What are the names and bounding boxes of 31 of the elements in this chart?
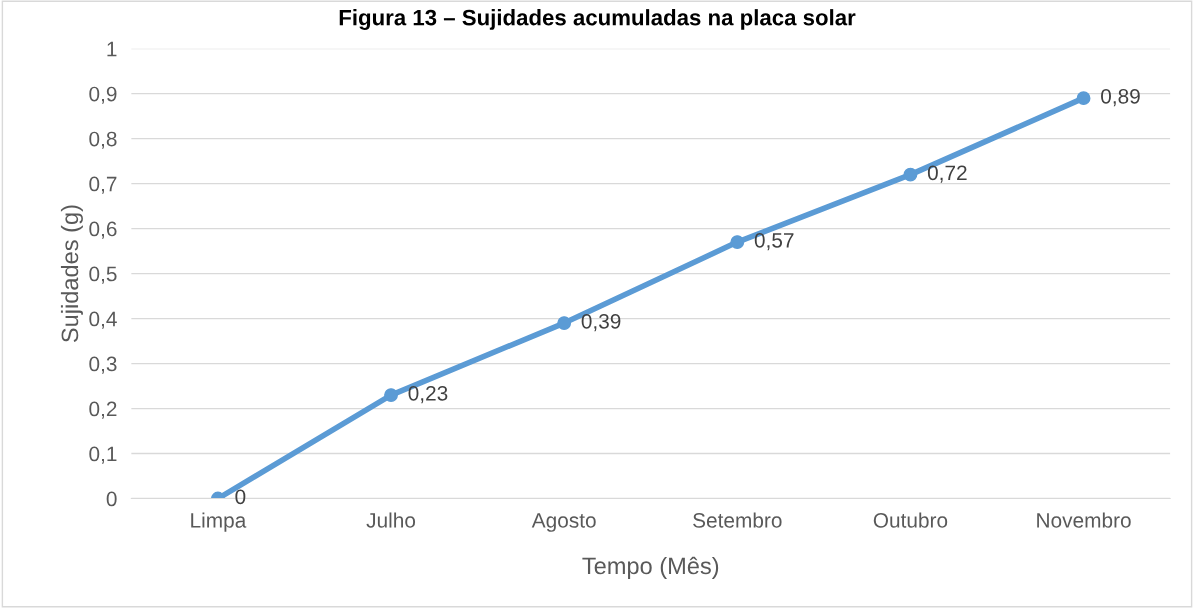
y-tick-label: 0,1	[89, 446, 117, 464]
y-tick-label: 0,8	[89, 131, 117, 149]
data-label: 0	[235, 489, 246, 505]
y-tick-label: 0,4	[89, 311, 117, 329]
x-tick-label: Agosto	[531, 513, 596, 532]
y-tick-label: 0,7	[89, 176, 117, 194]
y-tick-label: 0	[106, 491, 117, 507]
x-axis-title: Tempo (Mês)	[582, 556, 719, 579]
point	[1076, 91, 1091, 106]
data-label: 0,89	[1101, 88, 1140, 107]
y-axis-title: Sujidades (g)	[60, 205, 83, 343]
x-tick-label: Outubro	[873, 512, 948, 528]
point	[730, 235, 745, 250]
y-tick-label: 0,2	[89, 401, 117, 419]
data-label: 0,57	[754, 232, 794, 251]
point	[557, 316, 572, 331]
data-label: 0,72	[927, 165, 967, 183]
data-label: 0,23	[408, 385, 448, 404]
y-tick-label: 0,9	[89, 86, 117, 104]
chart-title: Figura 13 – Sujidades acumuladas na placa solar	[339, 9, 856, 30]
x-tick-label: Limpa	[191, 512, 247, 532]
x-tick-label: Julho	[366, 512, 416, 528]
y-tick-label: 1	[107, 41, 117, 57]
x-tick-label: Novembro	[1037, 512, 1131, 528]
y-tick-label: 0,3	[89, 356, 117, 374]
point	[903, 167, 918, 182]
x-tick-label: Setembro	[693, 512, 782, 528]
point	[384, 388, 398, 403]
data-label: 0,39	[581, 313, 621, 332]
y-tick-label: 0,6	[89, 221, 117, 239]
y-tick-label: 0,5	[89, 266, 117, 284]
